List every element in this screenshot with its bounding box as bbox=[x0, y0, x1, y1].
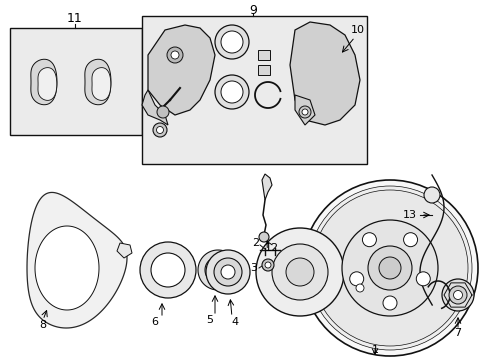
Polygon shape bbox=[117, 243, 132, 258]
Circle shape bbox=[264, 262, 270, 268]
Circle shape bbox=[215, 25, 248, 59]
Polygon shape bbox=[38, 68, 57, 100]
Circle shape bbox=[362, 233, 376, 247]
Polygon shape bbox=[142, 90, 168, 125]
Text: 4: 4 bbox=[231, 317, 238, 327]
Polygon shape bbox=[262, 174, 271, 200]
Circle shape bbox=[378, 257, 400, 279]
Circle shape bbox=[355, 284, 363, 292]
Circle shape bbox=[349, 272, 363, 286]
Circle shape bbox=[311, 190, 467, 346]
Text: 3: 3 bbox=[250, 263, 257, 273]
Circle shape bbox=[221, 31, 243, 53]
Text: 11: 11 bbox=[67, 12, 82, 24]
Circle shape bbox=[302, 180, 477, 356]
Circle shape bbox=[221, 265, 235, 279]
Polygon shape bbox=[35, 226, 99, 310]
Text: 10: 10 bbox=[350, 25, 364, 35]
Circle shape bbox=[403, 233, 417, 247]
Circle shape bbox=[382, 296, 396, 310]
Circle shape bbox=[214, 258, 242, 286]
Polygon shape bbox=[31, 59, 57, 105]
Bar bbox=[10, 28, 142, 135]
Circle shape bbox=[262, 259, 273, 271]
Text: 7: 7 bbox=[453, 328, 461, 338]
Circle shape bbox=[307, 186, 471, 350]
Circle shape bbox=[167, 47, 183, 63]
Text: 9: 9 bbox=[248, 4, 256, 17]
Circle shape bbox=[157, 106, 169, 118]
Polygon shape bbox=[85, 59, 111, 105]
Text: 6: 6 bbox=[151, 317, 158, 327]
Polygon shape bbox=[148, 25, 215, 115]
Bar bbox=[258, 65, 269, 75]
Polygon shape bbox=[294, 95, 314, 125]
Circle shape bbox=[367, 246, 411, 290]
Circle shape bbox=[285, 258, 313, 286]
Circle shape bbox=[341, 220, 437, 316]
Circle shape bbox=[156, 126, 163, 134]
Circle shape bbox=[215, 75, 248, 109]
Circle shape bbox=[140, 242, 196, 298]
Text: 8: 8 bbox=[40, 320, 46, 330]
Circle shape bbox=[452, 291, 462, 300]
Text: 12: 12 bbox=[264, 243, 279, 253]
Circle shape bbox=[415, 272, 429, 286]
Polygon shape bbox=[289, 22, 359, 125]
Circle shape bbox=[256, 228, 343, 316]
Circle shape bbox=[448, 286, 466, 304]
Polygon shape bbox=[27, 193, 127, 328]
Circle shape bbox=[221, 81, 243, 103]
Polygon shape bbox=[198, 250, 238, 290]
Bar bbox=[258, 50, 269, 60]
Circle shape bbox=[423, 187, 439, 203]
Circle shape bbox=[302, 109, 307, 115]
Polygon shape bbox=[92, 68, 111, 100]
Circle shape bbox=[441, 279, 473, 311]
Circle shape bbox=[171, 51, 179, 59]
Text: 2: 2 bbox=[252, 238, 259, 248]
Text: 1: 1 bbox=[371, 345, 378, 355]
Circle shape bbox=[205, 250, 249, 294]
Text: 13: 13 bbox=[402, 210, 416, 220]
Bar bbox=[142, 16, 366, 164]
Circle shape bbox=[259, 232, 268, 242]
Text: 5: 5 bbox=[206, 315, 213, 325]
Circle shape bbox=[151, 253, 184, 287]
Circle shape bbox=[298, 106, 310, 118]
Circle shape bbox=[153, 123, 167, 137]
Circle shape bbox=[271, 244, 327, 300]
